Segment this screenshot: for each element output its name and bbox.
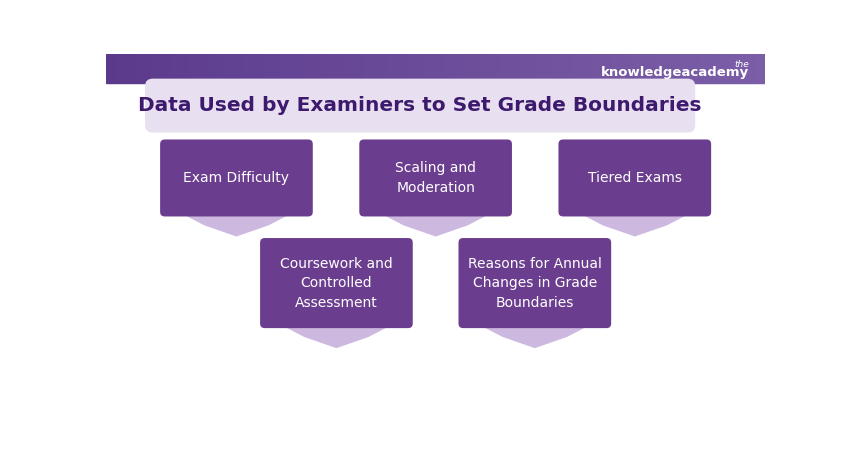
Text: Coursework and
Controlled
Assessment: Coursework and Controlled Assessment — [280, 256, 393, 310]
FancyBboxPatch shape — [160, 140, 313, 216]
Text: Tiered Exams: Tiered Exams — [588, 171, 682, 185]
FancyBboxPatch shape — [458, 238, 611, 328]
Text: the: the — [734, 59, 750, 68]
Text: Exam Difficulty: Exam Difficulty — [184, 171, 290, 185]
Polygon shape — [278, 324, 394, 348]
FancyBboxPatch shape — [360, 140, 512, 216]
Text: Scaling and
Moderation: Scaling and Moderation — [395, 161, 476, 195]
Text: Reasons for Annual
Changes in Grade
Boundaries: Reasons for Annual Changes in Grade Boun… — [468, 256, 602, 310]
Polygon shape — [576, 212, 693, 237]
FancyBboxPatch shape — [260, 238, 413, 328]
Polygon shape — [377, 212, 494, 237]
Polygon shape — [178, 212, 295, 237]
Text: Data Used by Examiners to Set Grade Boundaries: Data Used by Examiners to Set Grade Boun… — [139, 96, 702, 115]
Polygon shape — [477, 324, 593, 348]
FancyBboxPatch shape — [145, 79, 695, 133]
Text: knowledgeacademy: knowledgeacademy — [601, 66, 750, 79]
FancyBboxPatch shape — [558, 140, 711, 216]
